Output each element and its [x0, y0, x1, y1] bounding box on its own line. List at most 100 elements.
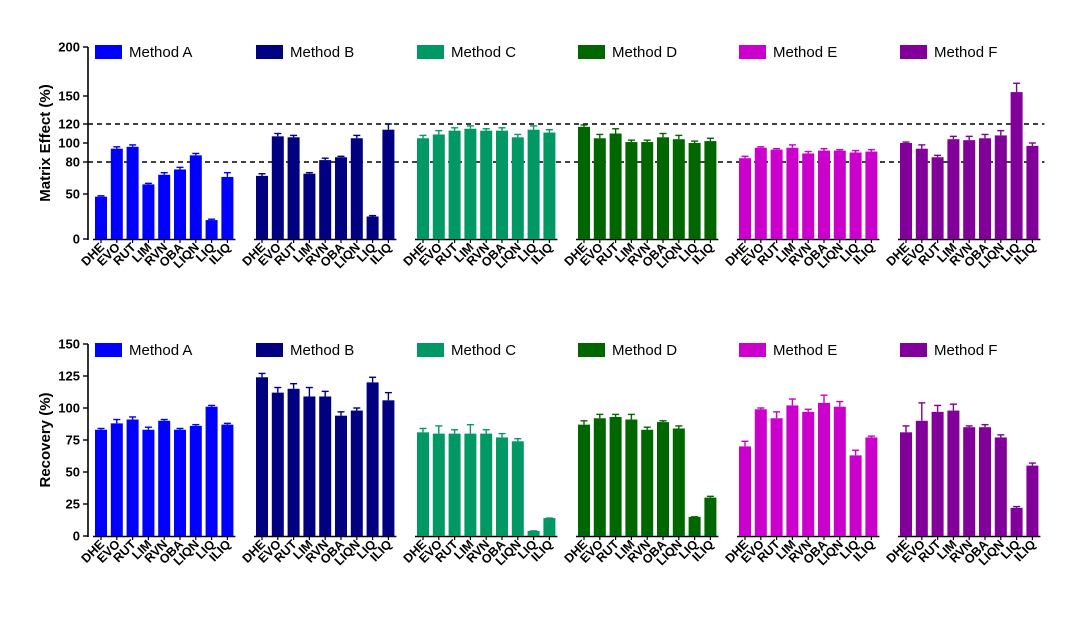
bar	[1010, 92, 1023, 239]
legend-swatch	[95, 343, 122, 357]
legend-label: Method B	[290, 44, 354, 61]
bar	[963, 427, 976, 536]
bar	[126, 419, 139, 536]
bar	[448, 130, 461, 239]
bar	[511, 441, 524, 536]
bar	[95, 196, 107, 239]
bar	[865, 437, 878, 536]
y-tick-label: 80	[66, 155, 80, 170]
bar	[833, 406, 846, 536]
bar	[739, 446, 751, 536]
y-tick-label: 100	[58, 136, 80, 151]
y-tick-label: 120	[58, 117, 80, 132]
legend-swatch	[417, 343, 444, 357]
bar	[142, 184, 155, 239]
bar	[786, 147, 799, 239]
bar	[754, 147, 767, 239]
bar	[527, 129, 540, 239]
bar	[818, 402, 830, 536]
y-tick-label: 200	[58, 40, 80, 55]
bar	[849, 455, 862, 536]
bar	[704, 141, 717, 239]
bar	[366, 216, 379, 239]
y-tick-label: 0	[73, 232, 80, 247]
legend-swatch	[739, 343, 766, 357]
bar	[335, 415, 347, 536]
bar	[271, 392, 284, 536]
bar	[205, 406, 218, 536]
bar	[142, 429, 155, 536]
y-tick-label: 125	[58, 369, 80, 384]
bar	[464, 128, 477, 239]
bar	[609, 133, 622, 239]
bar	[802, 153, 815, 239]
bar	[319, 396, 332, 536]
bar	[174, 169, 186, 239]
bar	[672, 139, 685, 239]
bar	[739, 158, 751, 239]
bar	[319, 160, 332, 239]
bar	[480, 433, 493, 536]
legend-swatch	[900, 45, 927, 59]
bar	[818, 150, 830, 239]
bar	[931, 157, 944, 239]
y-tick-label: 0	[73, 529, 80, 544]
legend-label: Method E	[773, 342, 837, 359]
bar	[963, 140, 976, 239]
legend-swatch	[417, 45, 444, 59]
bar	[110, 148, 123, 239]
bar	[915, 420, 928, 536]
bar	[625, 142, 638, 239]
bar	[994, 135, 1007, 239]
bar	[979, 138, 991, 239]
bar	[221, 424, 234, 536]
bar	[865, 151, 878, 239]
bar	[849, 152, 862, 239]
bar	[802, 411, 815, 536]
legend-swatch	[739, 45, 766, 59]
legend-swatch	[256, 343, 283, 357]
bar	[947, 139, 960, 239]
bar	[432, 134, 445, 239]
bar	[221, 176, 234, 239]
bar	[303, 173, 316, 239]
bar	[496, 437, 508, 536]
bar	[688, 516, 701, 536]
bar	[158, 174, 171, 239]
bar	[256, 377, 268, 536]
bar	[543, 132, 556, 239]
y-tick-label: 50	[66, 465, 80, 480]
legend-label: Method A	[129, 342, 192, 359]
legend-label: Method B	[290, 342, 354, 359]
bar	[205, 220, 218, 239]
y-tick-label: 25	[66, 497, 80, 512]
bar	[979, 427, 991, 536]
bar	[900, 432, 912, 536]
bar	[1026, 145, 1039, 239]
bar	[174, 429, 186, 536]
bar	[754, 409, 767, 536]
bar	[287, 137, 300, 239]
bar	[593, 138, 606, 239]
legend-swatch	[578, 45, 605, 59]
y-tick-label: 150	[58, 89, 80, 104]
bar	[625, 419, 638, 536]
bar	[417, 432, 429, 536]
bar	[578, 424, 590, 536]
bar	[271, 136, 284, 239]
bar	[543, 518, 556, 536]
bar	[350, 138, 363, 239]
bar	[382, 129, 395, 239]
y-tick-label: 50	[66, 187, 80, 202]
legend-label: Method D	[612, 44, 677, 61]
bar	[1010, 507, 1023, 536]
bar	[593, 418, 606, 536]
bar	[641, 142, 654, 239]
bar	[770, 149, 783, 239]
y-axis-title: Recovery (%)	[37, 392, 54, 487]
bar	[496, 130, 508, 239]
bar	[786, 405, 799, 536]
